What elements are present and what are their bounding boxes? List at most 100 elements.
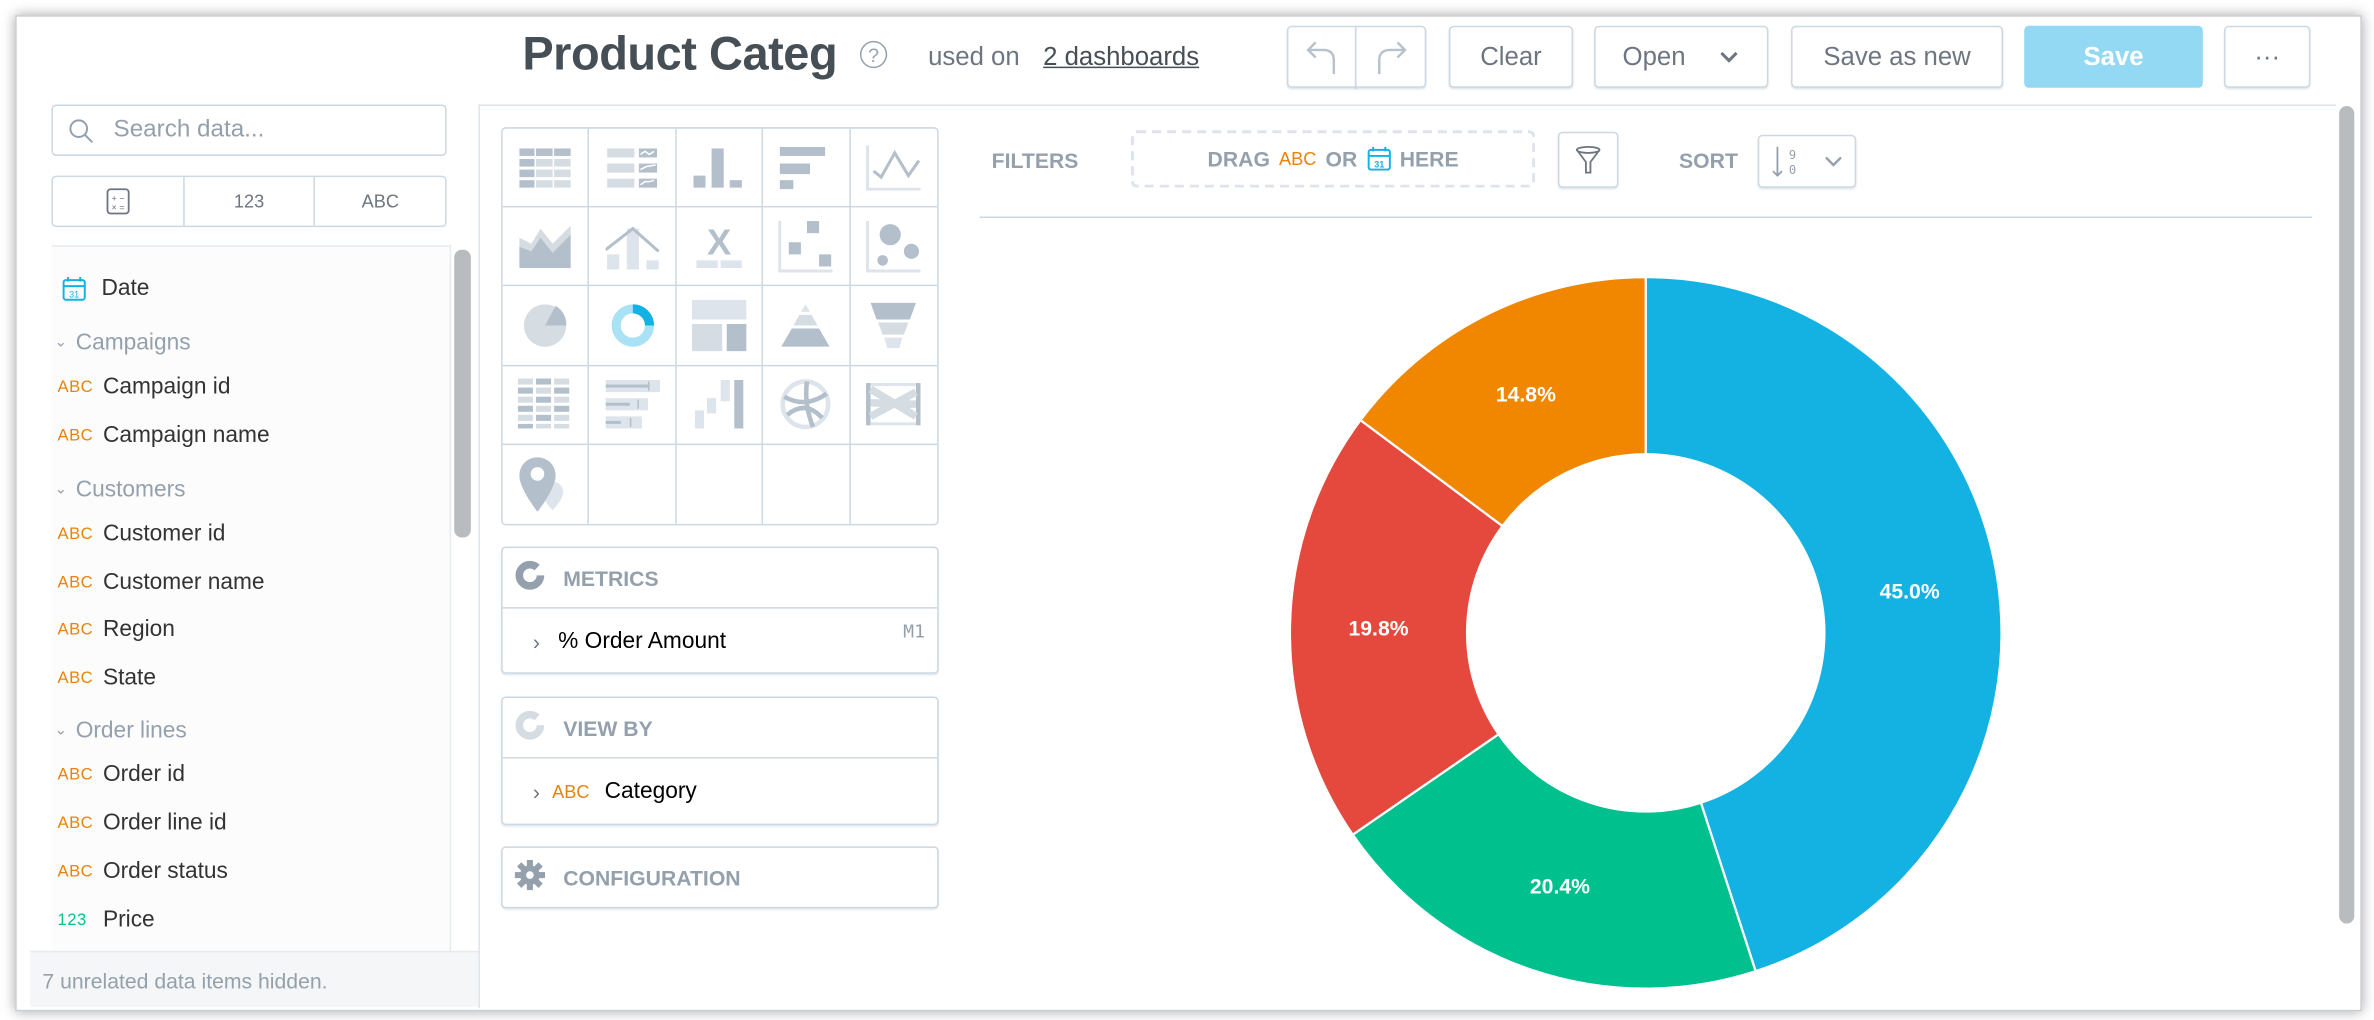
item-label: Order line id xyxy=(102,809,227,836)
chart-type-donut[interactable] xyxy=(589,286,677,366)
line-icon xyxy=(866,144,921,191)
chart-type-geo-pushpin[interactable] xyxy=(503,444,590,524)
list-item[interactable]: ABC Campaign id xyxy=(58,374,231,400)
list-item[interactable]: ABC Order status xyxy=(58,858,228,884)
chart-type-repeater[interactable] xyxy=(589,128,677,208)
list-item[interactable]: ABC Customer name xyxy=(58,569,265,595)
undo-button[interactable] xyxy=(1286,25,1357,88)
bar-icon xyxy=(780,146,826,189)
svg-text:X: X xyxy=(707,224,731,262)
here-text: HERE xyxy=(1399,146,1459,172)
chart-type-bullet[interactable] xyxy=(589,365,677,445)
chart-type-pie[interactable] xyxy=(502,286,590,366)
list-item[interactable]: ABC Region xyxy=(58,616,175,642)
filter-facts[interactable]: 123 xyxy=(182,177,314,226)
list-item[interactable]: ABC Campaign name xyxy=(58,422,270,448)
open-button[interactable]: Open xyxy=(1594,25,1769,88)
chart-type-headline[interactable]: X xyxy=(676,207,764,287)
chart-type-treemap[interactable] xyxy=(676,286,764,366)
bubble-icon xyxy=(866,220,921,273)
calendar-icon: 31 xyxy=(1366,146,1391,171)
donut-slice[interactable] xyxy=(1351,732,1758,990)
filter-button[interactable] xyxy=(1557,131,1619,188)
group-customers[interactable]: ⌄ Customers xyxy=(55,477,186,503)
chart-type-scatter[interactable] xyxy=(763,207,851,287)
chart-type-bubble[interactable] xyxy=(850,208,938,287)
attribute-icon: ABC xyxy=(57,765,94,784)
drag-text: DRAG xyxy=(1207,146,1270,172)
sidebar-scrollbar[interactable] xyxy=(454,249,471,538)
configuration-bucket[interactable]: CONFIGURATION xyxy=(501,846,939,909)
save-button[interactable]: Save xyxy=(2024,25,2203,88)
configuration-title: CONFIGURATION xyxy=(563,865,741,890)
data-type-filter: + − × = 123 ABC xyxy=(51,175,447,228)
sort-descending-icon: 90 xyxy=(1771,146,1796,176)
chart-type-table[interactable] xyxy=(502,128,590,208)
chart-type-area[interactable] xyxy=(502,207,590,287)
chart-type-heatmap[interactable] xyxy=(502,365,590,445)
chart-type-waterfall[interactable] xyxy=(676,365,764,445)
svg-text:0: 0 xyxy=(1789,162,1796,176)
donut-chart: 45.0% 20.4% 19.8% 14.8% xyxy=(1288,275,2003,990)
donut-slice[interactable] xyxy=(1358,275,1647,528)
chart-type-combo[interactable] xyxy=(589,207,677,287)
gear-icon xyxy=(514,859,546,891)
chart-type-funnel[interactable] xyxy=(850,287,938,366)
header-divider xyxy=(478,104,2337,106)
chevron-down-icon: ⌄ xyxy=(54,334,68,352)
redo-button[interactable] xyxy=(1355,25,1427,88)
more-button[interactable]: ··· xyxy=(2224,25,2311,88)
insight-title[interactable]: Product Categ xyxy=(522,27,838,81)
save-as-new-button[interactable]: Save as new xyxy=(1791,25,2004,88)
main-scrollbar[interactable] xyxy=(2339,105,2355,924)
chart-type-dependency-wheel[interactable] xyxy=(763,365,851,445)
search-input[interactable] xyxy=(110,115,435,146)
column-icon xyxy=(693,147,742,188)
chevron-down-icon xyxy=(1720,51,1739,62)
chevron-down-icon: ⌄ xyxy=(54,481,68,499)
attribute-icon: ABC xyxy=(57,862,94,881)
view-by-item[interactable]: › ABC Category xyxy=(502,757,938,824)
filter-calculated-metrics[interactable]: + − × = xyxy=(53,177,183,225)
or-text: OR xyxy=(1325,146,1358,172)
chart-type-sankey[interactable] xyxy=(850,366,938,445)
list-item[interactable]: ABC Order line id xyxy=(58,810,227,836)
help-icon[interactable]: ? xyxy=(859,40,888,69)
chart-type-line[interactable] xyxy=(850,129,938,208)
chart-type-pyramid[interactable] xyxy=(763,286,851,366)
item-label: Region xyxy=(102,616,175,642)
filter-attributes[interactable]: ABC xyxy=(313,177,445,226)
filter-drop-zone[interactable]: DRAG ABC OR 31 HERE xyxy=(1130,130,1536,188)
chevron-down-icon xyxy=(1825,155,1843,166)
search-field[interactable] xyxy=(51,104,447,156)
donut-slice[interactable] xyxy=(1644,275,2003,973)
list-item-date[interactable]: 31 Date xyxy=(62,276,149,301)
combo-icon xyxy=(604,226,659,270)
list-item[interactable]: 123 Price xyxy=(58,907,155,933)
donut-slice[interactable] xyxy=(1288,418,1505,837)
view-by-label: Category xyxy=(604,778,697,804)
dashboards-link[interactable]: 2 dashboards xyxy=(1043,42,1200,72)
item-label: Price xyxy=(102,906,155,933)
group-campaigns[interactable]: ⌄ Campaigns xyxy=(55,330,191,356)
data-label: 45.0% xyxy=(1880,581,1940,604)
data-catalog-list: 31 Date ⌄ Campaigns ABC Campaign id ABC Cam… xyxy=(51,245,452,953)
clear-button[interactable]: Clear xyxy=(1448,25,1574,88)
svg-text:9: 9 xyxy=(1789,147,1796,161)
scatter-icon xyxy=(778,220,834,273)
chart-type-column[interactable] xyxy=(676,128,764,208)
list-item[interactable]: ABC State xyxy=(58,665,156,691)
undo-icon xyxy=(1306,40,1336,74)
group-order-lines[interactable]: ⌄ Order lines xyxy=(55,718,187,744)
metric-item[interactable]: › % Order Amount M1 xyxy=(502,607,938,674)
list-item[interactable]: ABC Customer id xyxy=(58,521,226,547)
hidden-items-note: 7 unrelated data items hidden. xyxy=(30,950,479,1007)
headline-icon: X xyxy=(696,224,742,268)
search-icon xyxy=(69,119,94,144)
list-item[interactable]: ABC Order id xyxy=(58,762,185,788)
chart-type-bar[interactable] xyxy=(763,128,851,208)
item-label: Order status xyxy=(102,858,228,885)
view-by-bucket: VIEW BY › ABC Category xyxy=(501,696,939,826)
chevron-right-icon: › xyxy=(532,629,541,654)
